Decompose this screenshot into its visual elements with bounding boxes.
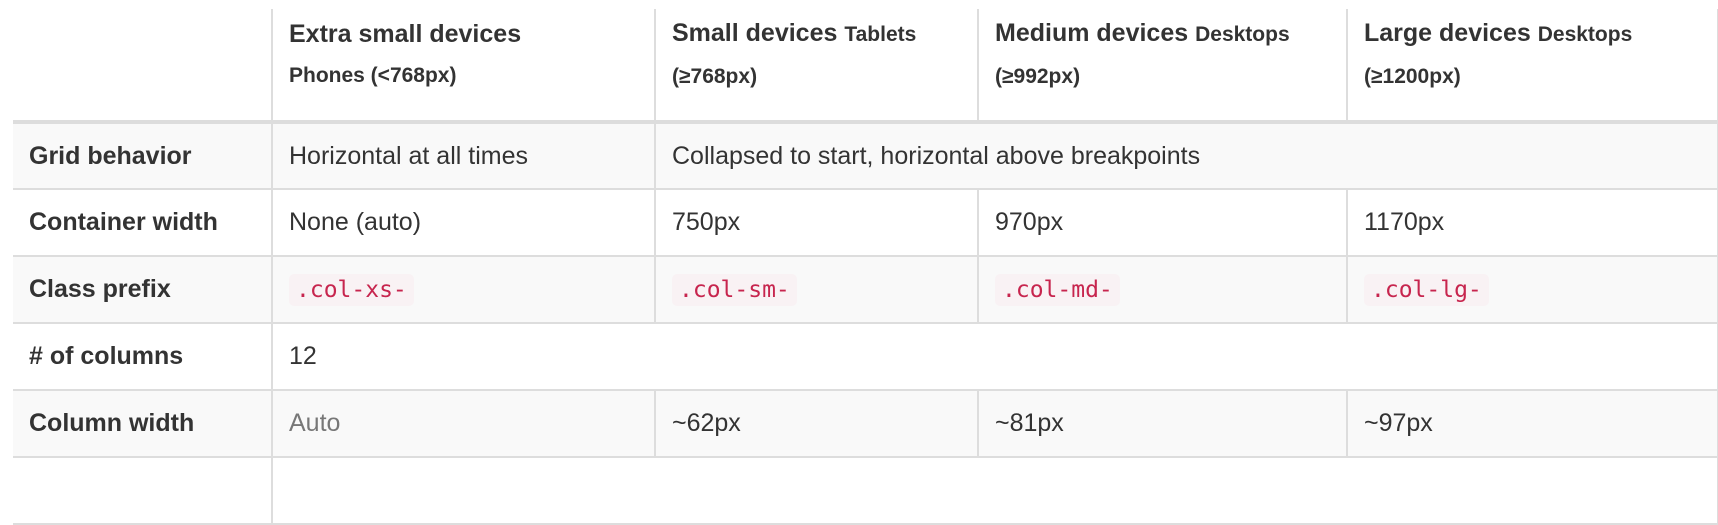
header-empty-cell	[13, 9, 273, 124]
row-label-grid-behavior: Grid behavior	[13, 122, 273, 190]
code-col-sm: .col-sm-	[672, 274, 797, 306]
row-label-class-prefix: Class prefix	[13, 255, 273, 324]
cell-column-width-md: ~81px	[977, 389, 1348, 458]
cell-grid-behavior-xs: Horizontal at all times	[271, 121, 656, 190]
cell-class-prefix-xs: .col-xs-	[271, 255, 656, 324]
cell-class-prefix-md: .col-md-	[977, 255, 1348, 324]
table-row-column-width: Column width Auto ~62px ~81px ~97px	[13, 389, 1718, 458]
row-label-column-width: Column width	[13, 389, 273, 458]
cell-container-width-sm: 750px	[654, 188, 979, 257]
cell-container-width-md: 970px	[977, 188, 1348, 257]
header-row: Extra small devices Phones (<768px) Smal…	[13, 9, 1718, 124]
header-md-sub1: Desktops	[1195, 22, 1290, 46]
header-xs-main: Extra small devices	[289, 19, 522, 48]
table-row-cutoff	[13, 456, 1718, 525]
cell-class-prefix-sm: .col-sm-	[654, 255, 979, 324]
table-row-columns: # of columns 12	[13, 322, 1718, 391]
header-sm-sub1: Tablets	[844, 22, 917, 46]
header-md: Medium devices Desktops (≥992px)	[977, 9, 1348, 124]
row-label-columns: # of columns	[13, 322, 273, 391]
table-row-class-prefix: Class prefix .col-xs- .col-sm- .col-md- …	[13, 255, 1718, 324]
grid-options-table: Extra small devices Phones (<768px) Smal…	[13, 9, 1718, 525]
row-cutoff-cell	[271, 456, 1718, 525]
cell-container-width-xs: None (auto)	[271, 188, 656, 257]
header-xs-sub: Phones (<768px)	[289, 63, 457, 87]
header-lg-sub2: (≥1200px)	[1364, 64, 1461, 88]
header-md-main: Medium devices	[995, 18, 1189, 47]
header-sm-main: Small devices	[672, 18, 838, 47]
cell-grid-behavior-sm-lg: Collapsed to start, horizontal above bre…	[654, 121, 1718, 190]
row-label-container-width: Container width	[13, 188, 273, 257]
cell-container-width-lg: 1170px	[1346, 188, 1718, 257]
table-row-grid-behavior: Grid behavior Horizontal at all times Co…	[13, 121, 1718, 190]
header-md-sub2: (≥992px)	[995, 64, 1081, 88]
code-col-xs: .col-xs-	[289, 274, 414, 306]
header-sm-sub2: (≥768px)	[672, 64, 758, 88]
header-lg: Large devices Desktops (≥1200px)	[1346, 9, 1718, 124]
header-lg-sub1: Desktops	[1537, 22, 1633, 46]
cell-class-prefix-lg: .col-lg-	[1346, 255, 1718, 324]
table-row-container-width: Container width None (auto) 750px 970px …	[13, 188, 1718, 257]
header-xs: Extra small devices Phones (<768px)	[271, 9, 656, 124]
header-lg-main: Large devices	[1364, 18, 1531, 47]
code-col-lg: .col-lg-	[1364, 274, 1489, 306]
cell-column-width-lg: ~97px	[1346, 389, 1718, 458]
row-cutoff-label	[13, 456, 273, 525]
header-sm: Small devices Tablets (≥768px)	[654, 9, 979, 124]
cell-columns-value: 12	[271, 322, 1718, 391]
cell-column-width-sm: ~62px	[654, 389, 979, 458]
code-col-md: .col-md-	[995, 274, 1120, 306]
cell-column-width-xs: Auto	[271, 389, 656, 458]
